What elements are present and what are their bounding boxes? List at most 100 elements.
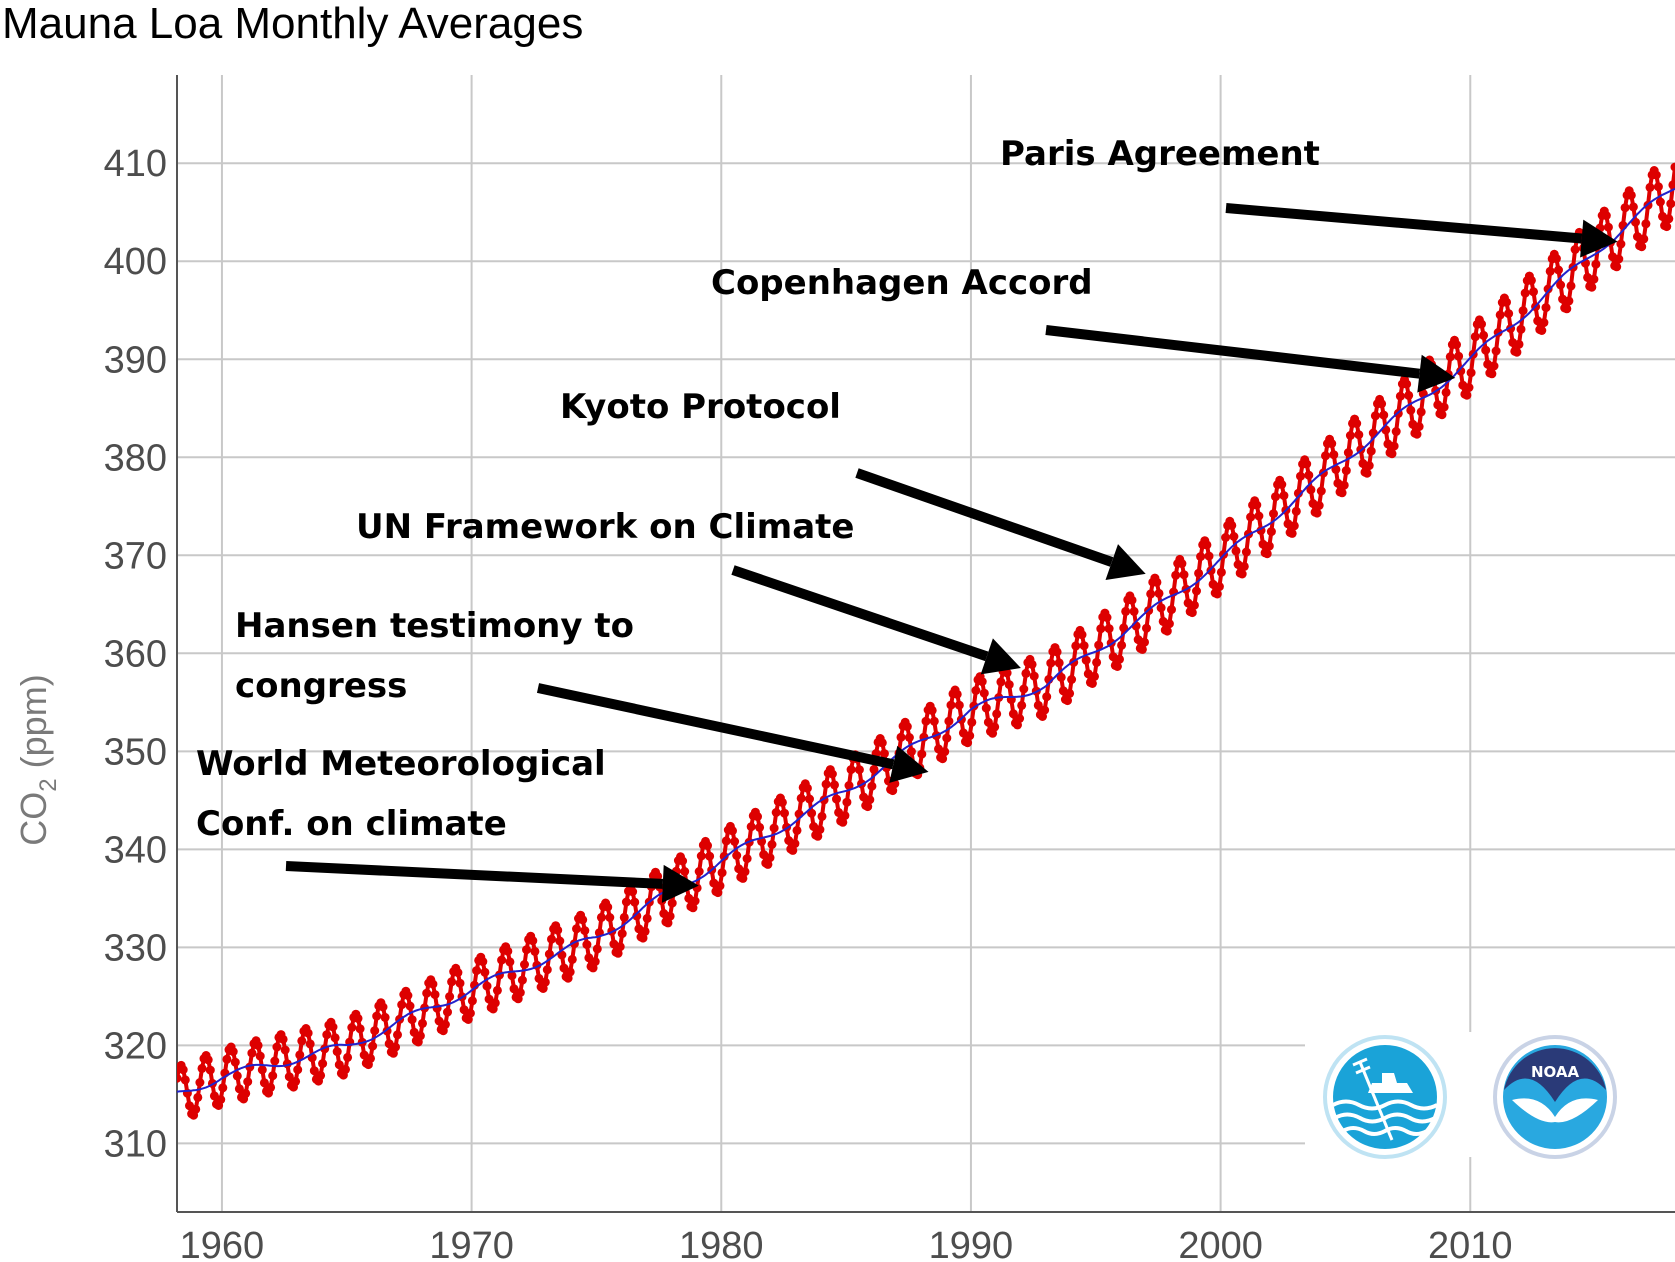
monthly-mean-point — [802, 783, 812, 793]
monthly-mean-point — [353, 1013, 363, 1023]
monthly-mean-point — [1164, 619, 1174, 629]
monthly-mean-point — [1541, 303, 1551, 313]
monthly-mean-point — [482, 981, 492, 991]
monthly-mean-point — [177, 1073, 182, 1083]
monthly-mean-point — [178, 1065, 188, 1075]
monthly-mean-point — [1077, 630, 1087, 640]
monthly-mean-point — [1304, 470, 1314, 480]
monthly-mean-point — [678, 856, 688, 866]
monthly-mean-point — [582, 940, 592, 950]
annotation-arrow — [1045, 325, 1421, 379]
monthly-mean-point — [490, 998, 500, 1008]
monthly-mean-point — [1252, 500, 1262, 510]
monthly-mean-point — [1287, 528, 1297, 538]
monthly-mean-point — [1152, 577, 1162, 587]
monthly-mean-point — [520, 960, 529, 969]
monthly-mean-point — [544, 949, 554, 959]
monthly-mean-point — [305, 1039, 315, 1049]
monthly-mean-point — [1004, 680, 1014, 690]
monthly-mean-point — [965, 731, 975, 741]
monthly-mean-point — [255, 1051, 265, 1061]
monthly-mean-point — [355, 1024, 365, 1034]
monthly-mean-point — [1514, 339, 1524, 349]
y-tick-label: 320 — [104, 1025, 167, 1067]
monthly-mean-point — [1464, 383, 1474, 392]
monthly-mean-point — [1171, 570, 1181, 580]
x-tick-label: 1990 — [929, 1225, 1014, 1262]
monthly-mean-point — [1539, 318, 1549, 328]
x-tick-label: 1960 — [180, 1225, 265, 1262]
monthly-mean-point — [1269, 509, 1278, 519]
y-tick-label: 350 — [104, 731, 167, 773]
monthly-mean-point — [1090, 671, 1099, 681]
monthly-mean-point — [630, 897, 640, 907]
annotation-text: Copenhagen Accord — [711, 263, 1093, 303]
monthly-mean-point — [896, 732, 906, 742]
monthly-mean-point — [1518, 306, 1528, 316]
monthly-mean-point — [578, 915, 588, 925]
monthly-mean-point — [605, 913, 615, 922]
monthly-mean-point — [1056, 672, 1066, 682]
monthly-mean-point — [203, 1055, 213, 1065]
monthly-mean-point — [1239, 561, 1249, 571]
monthly-mean-point — [1502, 297, 1511, 307]
monthly-mean-point — [403, 991, 413, 1000]
monthly-mean-point — [1462, 390, 1472, 400]
monthly-mean-point — [257, 1065, 267, 1075]
monthly-mean-point — [191, 1104, 201, 1114]
monthly-mean-point — [542, 965, 552, 975]
monthly-mean-point — [1094, 640, 1104, 650]
annotation-text: congress — [235, 666, 407, 706]
monthly-mean-point — [1470, 332, 1480, 342]
monthly-mean-point — [1466, 368, 1476, 378]
monthly-mean-point — [902, 722, 912, 732]
noaa-logo-text: NOAA — [1531, 1063, 1580, 1081]
y-tick-label: 310 — [104, 1123, 167, 1165]
monthly-mean-point — [690, 896, 700, 906]
monthly-mean-point — [1156, 603, 1166, 613]
monthly-mean-point — [232, 1071, 242, 1081]
monthly-mean-point — [1017, 700, 1027, 710]
monthly-mean-point — [621, 897, 631, 907]
monthly-mean-point — [432, 1003, 442, 1013]
annotation: Kyoto Protocol — [560, 387, 1146, 580]
monthly-mean-point — [1477, 319, 1486, 329]
monthly-mean-point — [1529, 287, 1538, 297]
monthly-mean-point — [1306, 485, 1316, 495]
monthly-mean-point — [1377, 399, 1387, 409]
monthly-mean-point — [1551, 254, 1561, 264]
monthly-mean-point — [740, 867, 750, 877]
monthly-mean-point — [942, 733, 952, 743]
monthly-mean-point — [347, 1023, 357, 1032]
monthly-mean-point — [234, 1084, 244, 1094]
monthly-mean-point — [1204, 551, 1214, 561]
monthly-mean-point — [1504, 309, 1514, 319]
monthly-mean-point — [1516, 324, 1526, 334]
monthly-mean-point — [565, 967, 575, 977]
monthly-mean-point — [1489, 361, 1499, 371]
monthly-mean-point — [742, 854, 752, 864]
monthly-mean-point — [247, 1048, 257, 1058]
monthly-mean-point — [990, 722, 1000, 732]
monthly-mean-point — [617, 929, 627, 939]
monthly-mean-point — [1481, 345, 1491, 355]
monthly-mean-point — [705, 851, 715, 861]
monthly-mean-point — [266, 1082, 276, 1092]
monthly-mean-point — [865, 795, 875, 805]
monthly-mean-point — [1266, 527, 1276, 537]
y-axis-label: CO2 (ppm) — [13, 674, 62, 845]
monthly-mean-point — [1229, 532, 1239, 541]
annotation-arrowhead — [1105, 544, 1146, 580]
monthly-mean-point — [1279, 491, 1289, 501]
monthly-mean-point — [330, 1033, 340, 1043]
monthly-mean-point — [366, 1053, 375, 1063]
monthly-mean-point — [615, 942, 625, 952]
monthly-mean-point — [440, 1020, 450, 1029]
monthly-mean-point — [713, 888, 723, 898]
monthly-mean-point — [1406, 405, 1416, 415]
monthly-mean-point — [1212, 589, 1222, 599]
monthly-mean-point — [368, 1041, 378, 1051]
monthly-mean-point — [1042, 692, 1052, 702]
monthly-mean-point — [688, 903, 698, 913]
logos: NOAA — [1305, 1032, 1675, 1159]
